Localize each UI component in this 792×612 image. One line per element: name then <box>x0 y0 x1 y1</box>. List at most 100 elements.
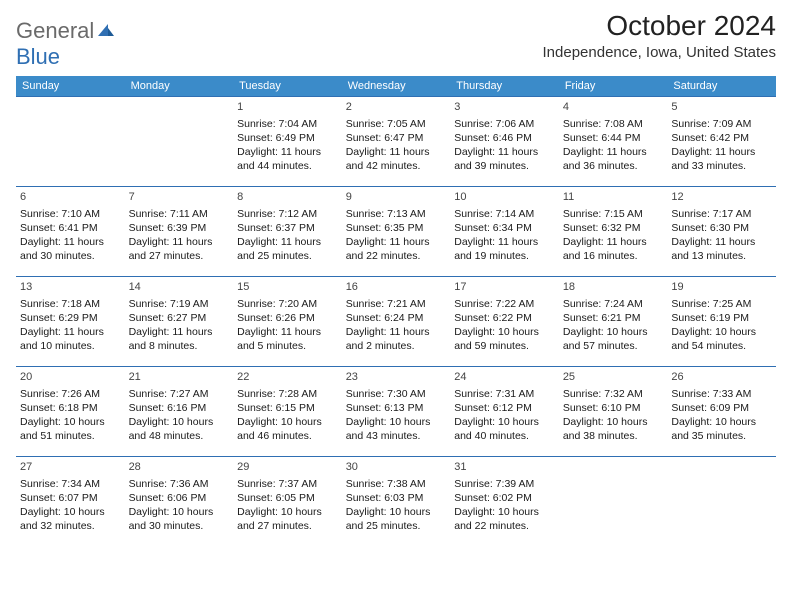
sunrise-text: Sunrise: 7:22 AM <box>454 297 555 311</box>
daylight-text: Daylight: 11 hours <box>346 145 447 159</box>
sunset-text: Sunset: 6:47 PM <box>346 131 447 145</box>
daylight-text: Daylight: 11 hours <box>454 235 555 249</box>
daylight-text: and 16 minutes. <box>563 249 664 263</box>
calendar-cell: 25Sunrise: 7:32 AMSunset: 6:10 PMDayligh… <box>559 367 668 457</box>
day-number: 26 <box>671 370 772 385</box>
calendar-cell: 20Sunrise: 7:26 AMSunset: 6:18 PMDayligh… <box>16 367 125 457</box>
day-number: 22 <box>237 370 338 385</box>
day-number: 28 <box>129 460 230 475</box>
location-text: Independence, Iowa, United States <box>543 44 777 61</box>
daylight-text: Daylight: 11 hours <box>237 145 338 159</box>
day-number: 23 <box>346 370 447 385</box>
day-header: Friday <box>559 76 668 97</box>
daylight-text: and 57 minutes. <box>563 339 664 353</box>
calendar-cell: 16Sunrise: 7:21 AMSunset: 6:24 PMDayligh… <box>342 277 451 367</box>
sunset-text: Sunset: 6:12 PM <box>454 401 555 415</box>
sunrise-text: Sunrise: 7:34 AM <box>20 477 121 491</box>
sunset-text: Sunset: 6:27 PM <box>129 311 230 325</box>
sunrise-text: Sunrise: 7:10 AM <box>20 207 121 221</box>
sunset-text: Sunset: 6:09 PM <box>671 401 772 415</box>
calendar-week-row: 6Sunrise: 7:10 AMSunset: 6:41 PMDaylight… <box>16 187 776 277</box>
sunset-text: Sunset: 6:39 PM <box>129 221 230 235</box>
daylight-text: Daylight: 10 hours <box>671 415 772 429</box>
sunrise-text: Sunrise: 7:24 AM <box>563 297 664 311</box>
daylight-text: and 22 minutes. <box>346 249 447 263</box>
calendar-body: 1Sunrise: 7:04 AMSunset: 6:49 PMDaylight… <box>16 97 776 547</box>
daylight-text: and 30 minutes. <box>129 519 230 533</box>
daylight-text: and 2 minutes. <box>346 339 447 353</box>
daylight-text: and 32 minutes. <box>20 519 121 533</box>
daylight-text: and 19 minutes. <box>454 249 555 263</box>
calendar-cell: 14Sunrise: 7:19 AMSunset: 6:27 PMDayligh… <box>125 277 234 367</box>
sunrise-text: Sunrise: 7:28 AM <box>237 387 338 401</box>
daylight-text: Daylight: 11 hours <box>20 235 121 249</box>
calendar-cell: 19Sunrise: 7:25 AMSunset: 6:19 PMDayligh… <box>667 277 776 367</box>
daylight-text: and 25 minutes. <box>346 519 447 533</box>
day-number: 11 <box>563 190 664 205</box>
daylight-text: and 33 minutes. <box>671 159 772 173</box>
calendar-cell: 3Sunrise: 7:06 AMSunset: 6:46 PMDaylight… <box>450 97 559 187</box>
daylight-text: Daylight: 10 hours <box>346 505 447 519</box>
sunset-text: Sunset: 6:02 PM <box>454 491 555 505</box>
calendar-cell <box>125 97 234 187</box>
day-number: 24 <box>454 370 555 385</box>
sunrise-text: Sunrise: 7:37 AM <box>237 477 338 491</box>
title-block: October 2024 Independence, Iowa, United … <box>543 10 777 61</box>
day-number: 6 <box>20 190 121 205</box>
daylight-text: and 59 minutes. <box>454 339 555 353</box>
calendar-cell: 15Sunrise: 7:20 AMSunset: 6:26 PMDayligh… <box>233 277 342 367</box>
sunrise-text: Sunrise: 7:21 AM <box>346 297 447 311</box>
sunset-text: Sunset: 6:21 PM <box>563 311 664 325</box>
sunrise-text: Sunrise: 7:17 AM <box>671 207 772 221</box>
daylight-text: and 5 minutes. <box>237 339 338 353</box>
day-number: 16 <box>346 280 447 295</box>
day-number: 2 <box>346 100 447 115</box>
logo-text-block: General Blue <box>16 18 116 70</box>
month-title: October 2024 <box>543 10 777 42</box>
calendar-cell <box>667 457 776 547</box>
day-number: 14 <box>129 280 230 295</box>
day-number: 1 <box>237 100 338 115</box>
sunrise-text: Sunrise: 7:39 AM <box>454 477 555 491</box>
day-number: 18 <box>563 280 664 295</box>
sunrise-text: Sunrise: 7:38 AM <box>346 477 447 491</box>
day-number: 21 <box>129 370 230 385</box>
sunset-text: Sunset: 6:29 PM <box>20 311 121 325</box>
sunset-text: Sunset: 6:16 PM <box>129 401 230 415</box>
calendar-week-row: 27Sunrise: 7:34 AMSunset: 6:07 PMDayligh… <box>16 457 776 547</box>
calendar-cell: 4Sunrise: 7:08 AMSunset: 6:44 PMDaylight… <box>559 97 668 187</box>
calendar-cell: 27Sunrise: 7:34 AMSunset: 6:07 PMDayligh… <box>16 457 125 547</box>
day-number: 13 <box>20 280 121 295</box>
sunrise-text: Sunrise: 7:09 AM <box>671 117 772 131</box>
daylight-text: Daylight: 11 hours <box>346 325 447 339</box>
sunset-text: Sunset: 6:35 PM <box>346 221 447 235</box>
sunset-text: Sunset: 6:44 PM <box>563 131 664 145</box>
logo: General Blue <box>16 10 116 70</box>
calendar-cell: 22Sunrise: 7:28 AMSunset: 6:15 PMDayligh… <box>233 367 342 457</box>
daylight-text: and 44 minutes. <box>237 159 338 173</box>
daylight-text: Daylight: 11 hours <box>454 145 555 159</box>
calendar-cell: 21Sunrise: 7:27 AMSunset: 6:16 PMDayligh… <box>125 367 234 457</box>
daylight-text: and 43 minutes. <box>346 429 447 443</box>
day-number: 3 <box>454 100 555 115</box>
day-header-row: Sunday Monday Tuesday Wednesday Thursday… <box>16 76 776 97</box>
calendar-cell: 10Sunrise: 7:14 AMSunset: 6:34 PMDayligh… <box>450 187 559 277</box>
day-header: Sunday <box>16 76 125 97</box>
calendar-cell: 11Sunrise: 7:15 AMSunset: 6:32 PMDayligh… <box>559 187 668 277</box>
sunset-text: Sunset: 6:41 PM <box>20 221 121 235</box>
sunrise-text: Sunrise: 7:26 AM <box>20 387 121 401</box>
daylight-text: Daylight: 10 hours <box>671 325 772 339</box>
logo-sail-icon <box>96 22 116 43</box>
daylight-text: and 10 minutes. <box>20 339 121 353</box>
sunrise-text: Sunrise: 7:13 AM <box>346 207 447 221</box>
sunset-text: Sunset: 6:15 PM <box>237 401 338 415</box>
day-header: Saturday <box>667 76 776 97</box>
sunset-text: Sunset: 6:32 PM <box>563 221 664 235</box>
sunset-text: Sunset: 6:06 PM <box>129 491 230 505</box>
daylight-text: Daylight: 10 hours <box>454 505 555 519</box>
daylight-text: and 46 minutes. <box>237 429 338 443</box>
calendar-cell: 18Sunrise: 7:24 AMSunset: 6:21 PMDayligh… <box>559 277 668 367</box>
daylight-text: and 42 minutes. <box>346 159 447 173</box>
daylight-text: and 13 minutes. <box>671 249 772 263</box>
daylight-text: Daylight: 10 hours <box>346 415 447 429</box>
